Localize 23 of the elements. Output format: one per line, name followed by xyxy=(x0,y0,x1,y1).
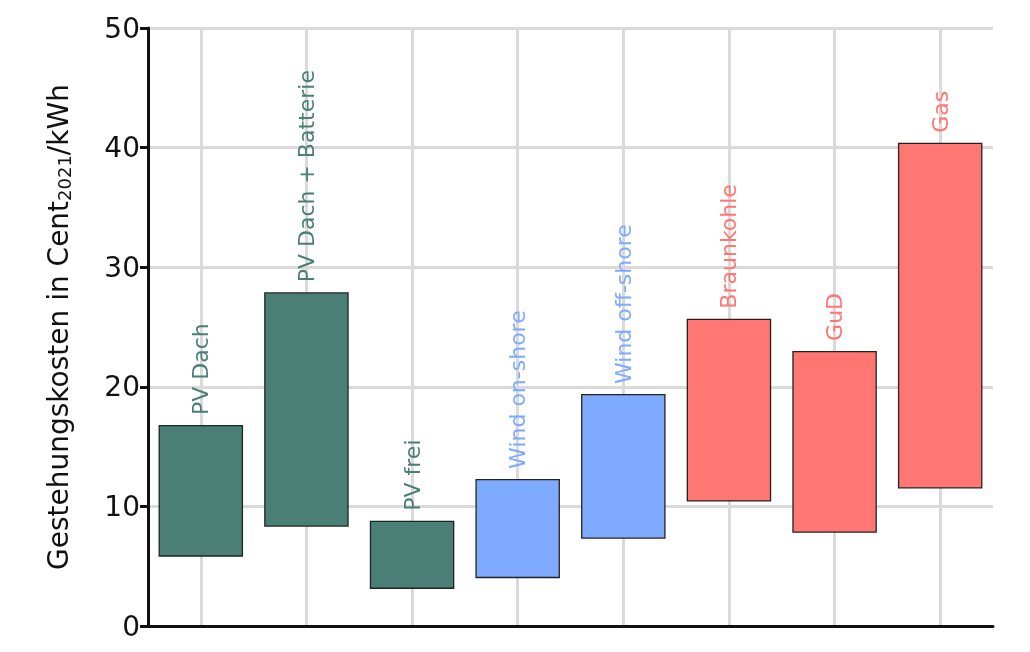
y-tick-label: 50 xyxy=(104,11,140,45)
x-tick-label: PV frei xyxy=(399,439,425,511)
x-tick-label: Wind off-shore xyxy=(610,224,636,384)
y-tick-label: 40 xyxy=(104,131,140,165)
x-tick-label: Wind on-shore xyxy=(505,310,531,469)
y-tick-label: 10 xyxy=(104,489,140,523)
x-tick-label: Gas xyxy=(927,90,953,133)
bar xyxy=(369,520,455,589)
x-tick-label: PV Dach + Batterie xyxy=(293,70,319,283)
bar xyxy=(792,350,877,533)
bar xyxy=(158,425,244,557)
bar xyxy=(581,393,666,539)
x-tick-label: PV Dach xyxy=(188,323,214,416)
bar xyxy=(897,142,983,489)
y-tick-label: 20 xyxy=(104,370,140,404)
bar xyxy=(264,292,349,527)
x-tick-label: Braunkohle xyxy=(716,184,742,309)
y-tick-label: 30 xyxy=(104,250,140,284)
x-tick-label: GuD xyxy=(822,292,848,341)
bar xyxy=(475,478,560,579)
y-tick-label: 0 xyxy=(122,609,140,643)
y-axis-title: Gestehungskosten in Cent2021/kWh xyxy=(41,84,75,570)
bar xyxy=(686,318,772,502)
